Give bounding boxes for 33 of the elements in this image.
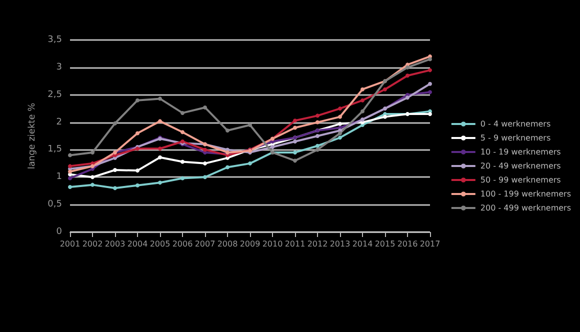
y-tick-label: 2,5: [48, 90, 62, 100]
x-tick-label: 2010: [262, 240, 283, 248]
legend-label: 100 - 199 werknemers: [480, 190, 572, 198]
legend-label: 20 - 49 werknemers: [480, 162, 561, 170]
x-tick-label: 2001: [60, 240, 80, 248]
y-tick-label: 3: [56, 62, 62, 72]
legend-label: 200 - 499 werknemers: [480, 204, 572, 212]
x-tick-label: 2015: [374, 240, 396, 248]
x-tick-label: 2012: [307, 240, 328, 248]
x-tick-label: 2004: [127, 240, 148, 248]
y-tick-label: 0,5: [48, 200, 62, 210]
x-tick-label: 2011: [284, 240, 306, 248]
y-tick-label: 1: [56, 172, 62, 182]
x-tick-label: 2008: [217, 240, 238, 248]
x-tick-label: 2013: [330, 240, 350, 248]
x-tick-label: 2016: [397, 240, 418, 248]
x-tick-label: 2002: [82, 240, 103, 248]
x-tick-label: 2003: [104, 240, 126, 248]
x-tick-label: 2017: [420, 240, 440, 248]
legend-label: 50 - 99 werknemers: [480, 176, 561, 184]
y-tick-label: 0: [56, 227, 62, 237]
x-tick-label: 2006: [172, 240, 193, 248]
legend-label: 10 - 19 werknemers: [480, 148, 561, 156]
x-tick-label: 2007: [194, 240, 216, 248]
y-tick-label: 1,5: [48, 144, 62, 155]
x-tick-label: 2014: [352, 240, 373, 248]
x-tick-label: 2005: [150, 240, 170, 248]
y-tick-label: 2: [56, 117, 62, 128]
x-tick-label: 2009: [240, 240, 260, 248]
legend-label: 0 - 4 werknemers: [480, 120, 551, 128]
y-tick-label: 3,5: [48, 35, 62, 45]
legend-label: 5 - 9 werknemers: [480, 134, 551, 142]
y-axis-title: lange ziekte %: [27, 102, 38, 170]
